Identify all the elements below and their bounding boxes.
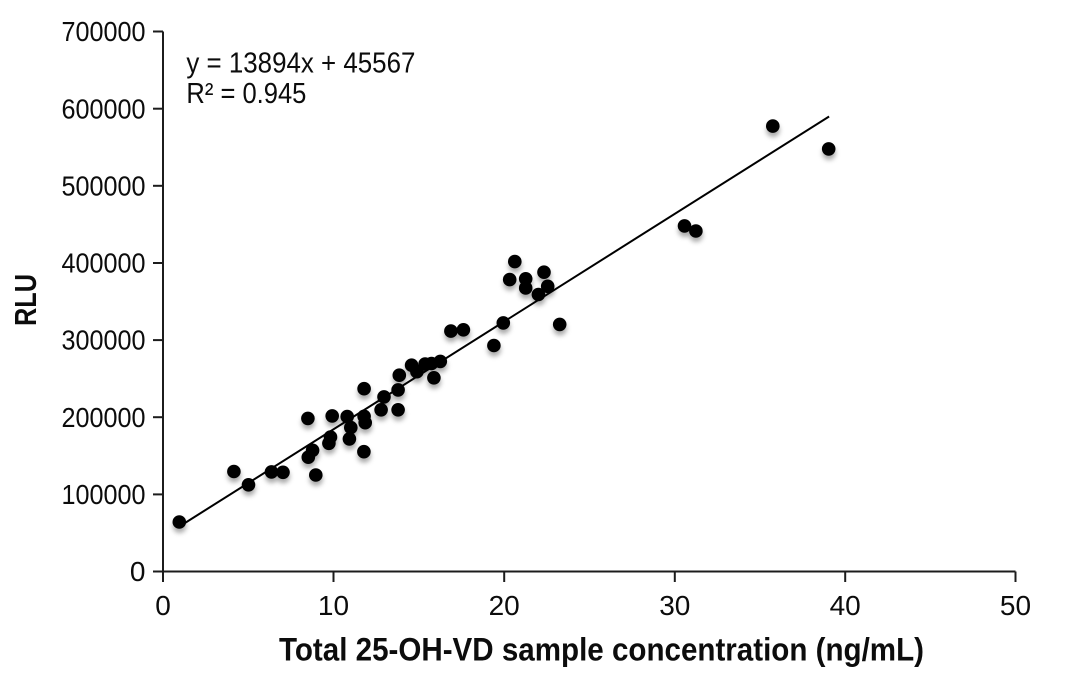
svg-text:300000: 300000: [62, 325, 146, 356]
svg-text:0: 0: [155, 590, 171, 621]
svg-text:20: 20: [489, 590, 520, 621]
svg-text:0: 0: [130, 556, 146, 587]
svg-text:Total 25-OH-VD sample concentr: Total 25-OH-VD sample concentration (ng/…: [279, 632, 924, 668]
svg-text:400000: 400000: [62, 248, 146, 279]
svg-text:RLU: RLU: [8, 274, 43, 326]
svg-text:50: 50: [1000, 590, 1031, 621]
svg-text:10: 10: [318, 590, 349, 621]
svg-text:600000: 600000: [62, 93, 146, 124]
svg-text:30: 30: [659, 590, 690, 621]
svg-text:R² = 0.945: R² = 0.945: [186, 78, 306, 110]
svg-text:200000: 200000: [62, 402, 146, 433]
svg-text:700000: 700000: [62, 16, 146, 47]
svg-text:y = 13894x + 45567: y = 13894x + 45567: [186, 48, 415, 80]
svg-text:500000: 500000: [62, 170, 146, 201]
svg-text:100000: 100000: [62, 479, 146, 510]
svg-text:40: 40: [830, 590, 861, 621]
